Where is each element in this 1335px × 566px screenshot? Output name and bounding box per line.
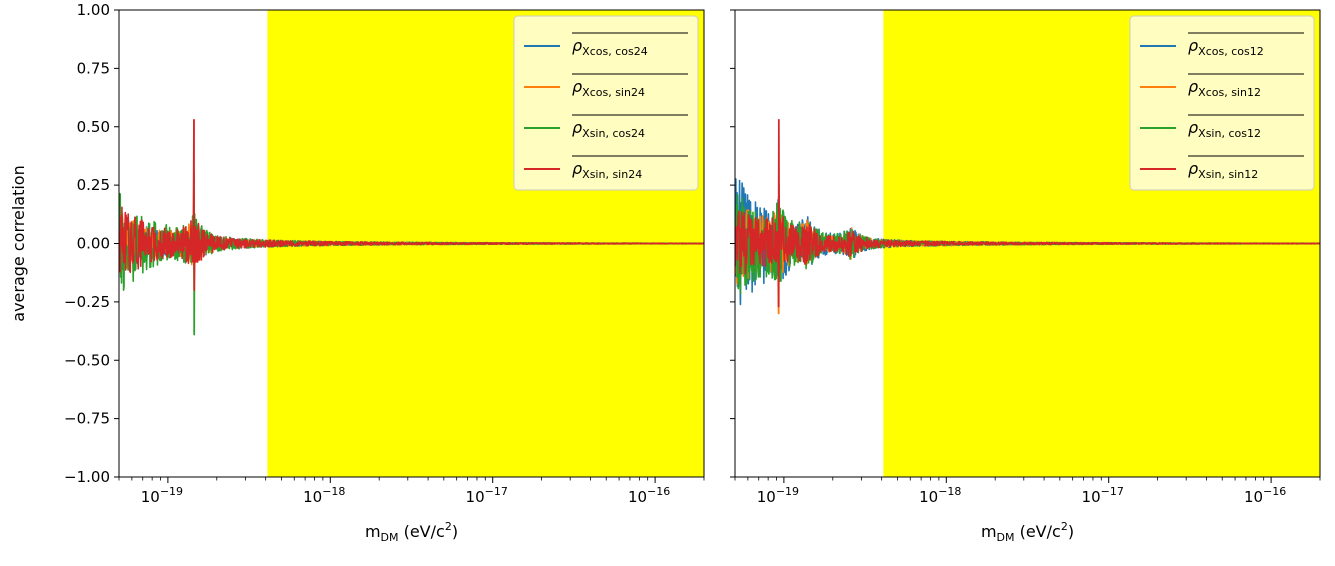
series-line-xsin-sin12: [735, 118, 1320, 308]
x-tick-base: 10: [628, 488, 647, 506]
x-tick-label: 10−18: [919, 485, 961, 506]
y-tick-label: 0.25: [77, 176, 110, 194]
legend-box: [1129, 15, 1315, 191]
y-tick-label: −1.00: [64, 468, 110, 486]
legend-label: ρXsin, sin12: [1188, 159, 1258, 181]
x-tick-exponent: −16: [1263, 485, 1286, 498]
x-tick-label: 10−19: [757, 485, 799, 506]
y-tick-label: 0.00: [77, 235, 110, 253]
x-tick-exponent: −18: [938, 485, 961, 498]
left-panel: 1.00 0.75 0.50 0.25 0.00 −0.25 −0.50 −0.75 −1.00…: [9, 1, 705, 544]
x-tick-exponent: −18: [322, 485, 345, 498]
x-axis-label: mDM (eV/c2): [365, 520, 458, 544]
x-tick-label: 10−17: [466, 485, 508, 506]
legend-label: ρXsin, cos12: [1188, 118, 1261, 140]
x-tick-base: 10: [1244, 488, 1263, 506]
series-line-xsin-sin24: [119, 118, 704, 292]
x-tick-exponent: −16: [647, 485, 670, 498]
legend-label: ρXcos, sin24: [572, 77, 645, 99]
x-tick-exponent: −17: [1101, 485, 1124, 498]
x-tick-label: 10−16: [628, 485, 670, 506]
legend-label: ρXcos, sin12: [1188, 77, 1261, 99]
x-tick-exponent: −19: [160, 485, 183, 498]
y-tick-label: 0.75: [77, 59, 110, 77]
x-tick-exponent: −17: [485, 485, 508, 498]
x-tick-base: 10: [1082, 488, 1101, 506]
y-tick-label: −0.25: [64, 293, 110, 311]
legend-label: ρXcos, cos12: [1188, 36, 1264, 58]
x-tick-exponent: −19: [776, 485, 799, 498]
y-tick-label: 0.50: [77, 118, 110, 136]
y-tick-label: 1.00: [77, 1, 110, 19]
legend-label: ρXcos, cos24: [572, 36, 648, 58]
x-tick-base: 10: [757, 488, 776, 506]
x-tick-label: 10−17: [1082, 485, 1124, 506]
x-tick-base: 10: [141, 488, 160, 506]
x-tick-base: 10: [919, 488, 938, 506]
x-tick-label: 10−18: [303, 485, 345, 506]
x-tick-base: 10: [303, 488, 322, 506]
x-axis-label: mDM (eV/c2): [981, 520, 1074, 544]
x-tick-label: 10−16: [1244, 485, 1286, 506]
y-axis-label: average correlation: [9, 165, 28, 321]
legend-box: [513, 15, 699, 191]
x-tick-base: 10: [466, 488, 485, 506]
y-tick-label: −0.75: [64, 410, 110, 428]
legend-label: ρXsin, sin24: [572, 159, 642, 181]
legend-label: ρXsin, cos24: [572, 118, 645, 140]
x-tick-label: 10−19: [141, 485, 183, 506]
y-tick-label: −0.50: [64, 351, 110, 369]
